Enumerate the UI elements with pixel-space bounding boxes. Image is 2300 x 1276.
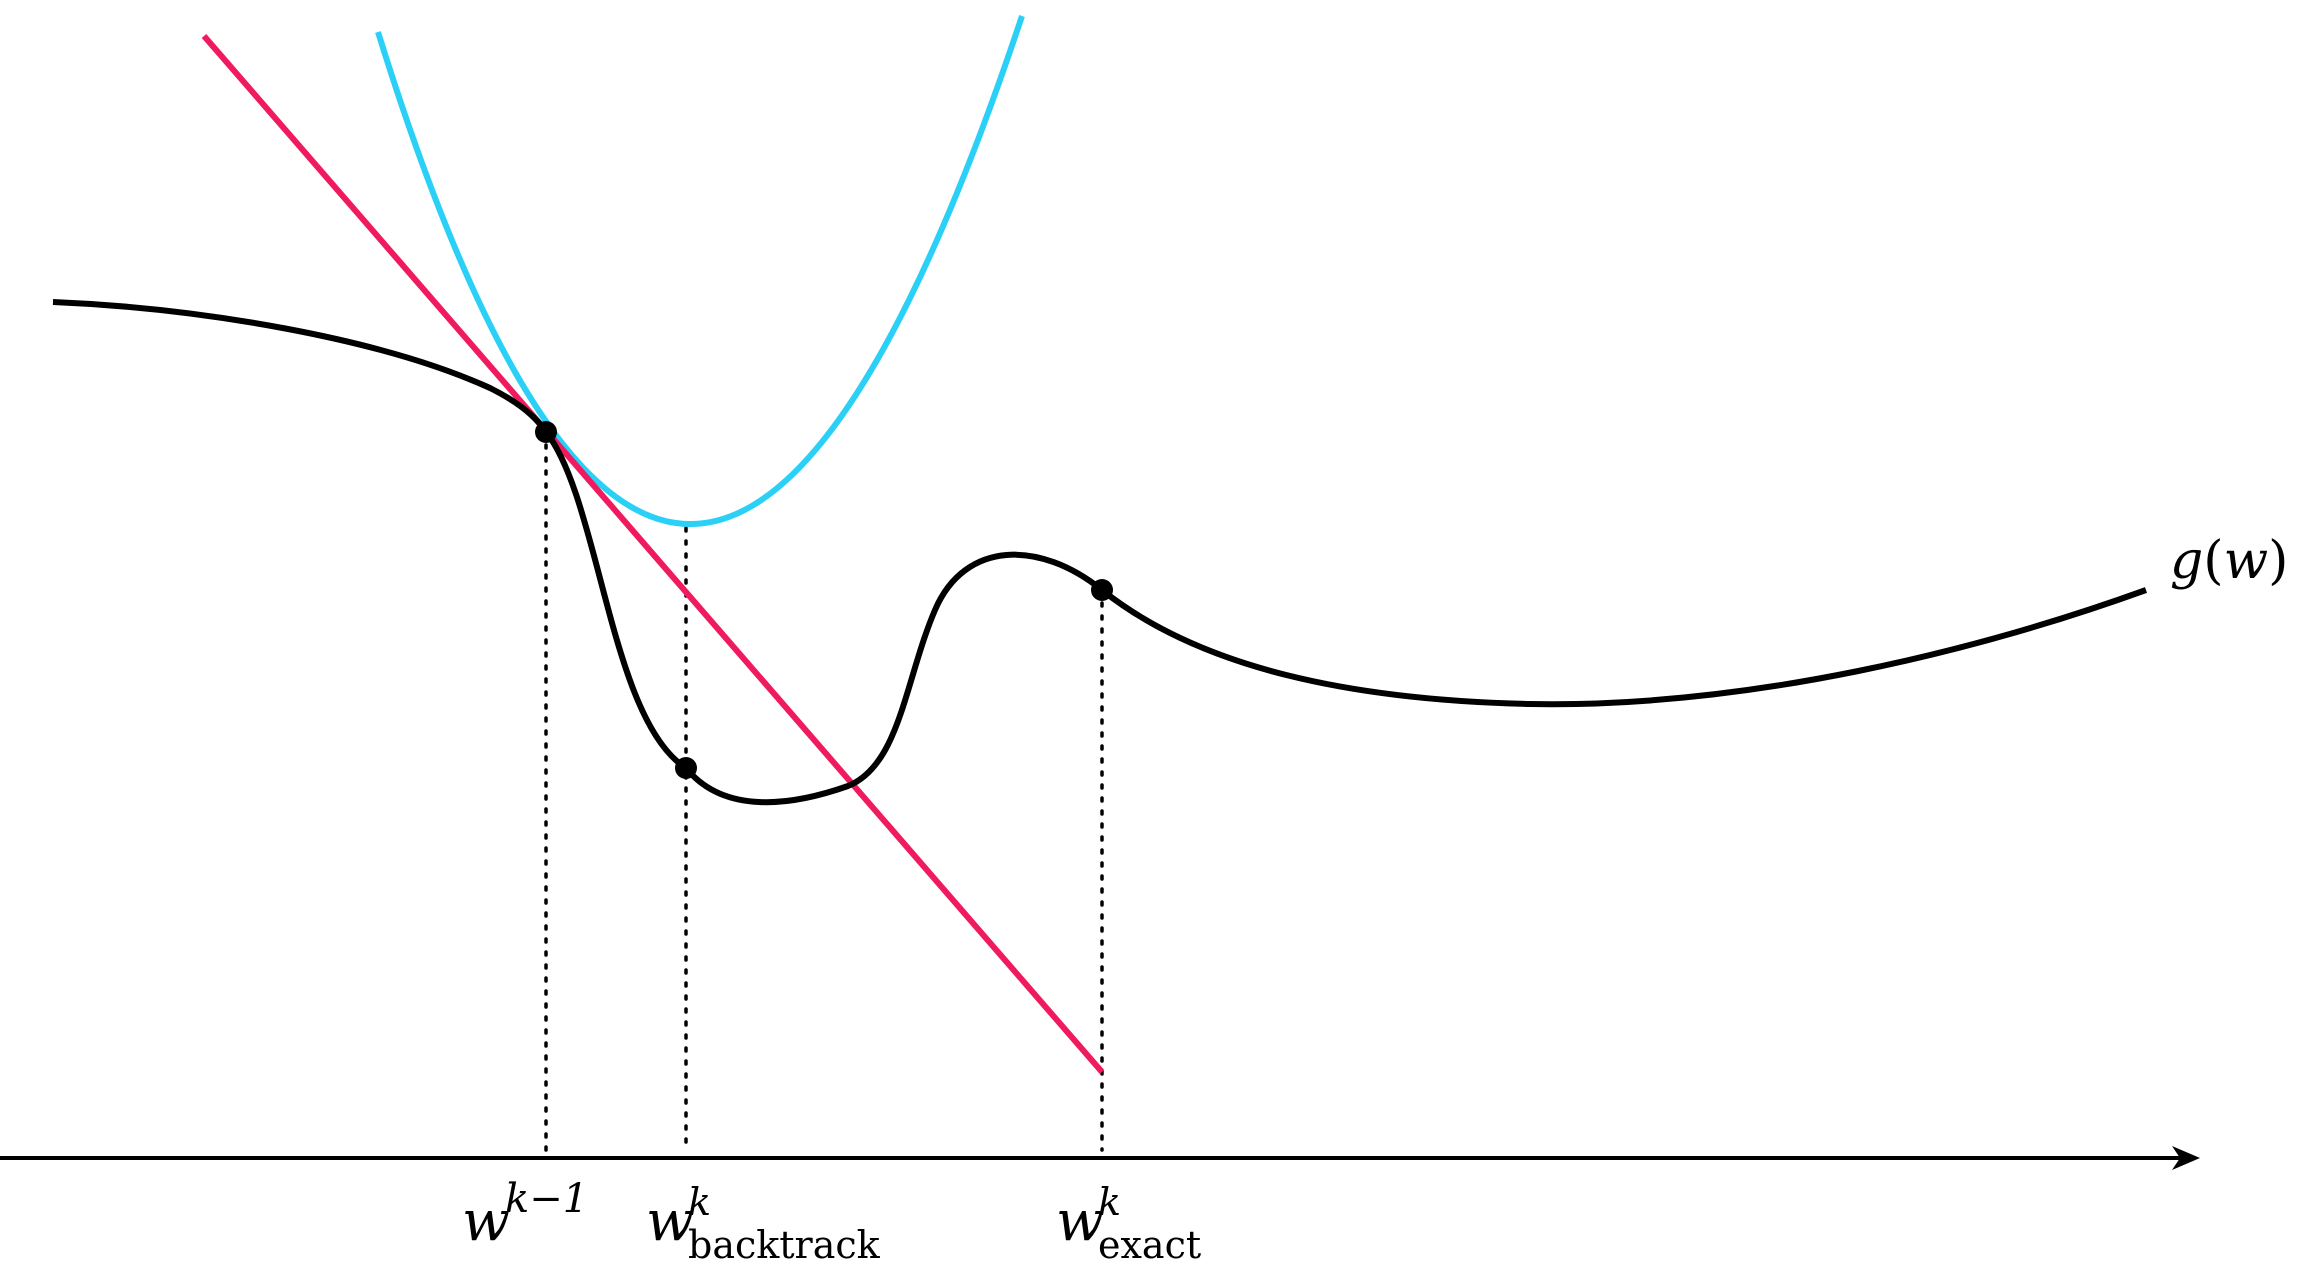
tangent-line [201, 34, 1105, 1074]
label-backtrack-sup: k [688, 1180, 711, 1224]
guide-lines [544, 430, 1104, 1152]
label-previous-sup: k−1 [505, 1176, 588, 1222]
point-backtrack [675, 757, 697, 779]
point-previous [535, 421, 557, 443]
axis-arrowhead [2172, 1146, 2200, 1170]
label-previous: w k−1 [462, 1176, 588, 1254]
label-previous-base: w [462, 1189, 510, 1254]
label-exact-sup: k [1098, 1180, 1121, 1224]
label-backtrack-sub: backtrack [688, 1223, 881, 1267]
label-exact-sub: exact [1098, 1223, 1201, 1267]
label-exact-base: w [1056, 1189, 1104, 1254]
horizontal-axis [0, 1146, 2200, 1170]
quadratic-model-curve [375, 15, 1025, 527]
function-label: g(w) [2170, 531, 2288, 591]
point-exact [1091, 579, 1113, 601]
label-backtrack-base: w [646, 1189, 694, 1254]
label-backtrack: w k backtrack [646, 1180, 881, 1267]
label-exact: w k exact [1056, 1180, 1201, 1267]
function-curve [52, 299, 2148, 806]
points [535, 421, 1113, 779]
